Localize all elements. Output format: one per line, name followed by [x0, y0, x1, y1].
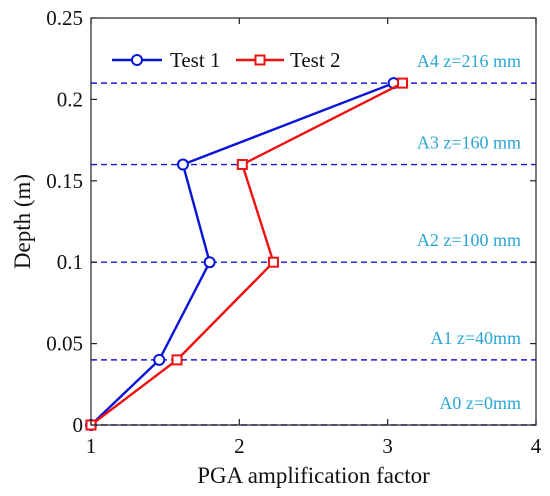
x-tick-label: 4: [531, 434, 542, 458]
axis-ticks: 1 2 3 4 0 0.05 0.1 0.15 0.2 0.25: [46, 6, 542, 458]
x-tick-label: 1: [86, 434, 97, 458]
data-point-test-1: [176, 158, 189, 171]
depth-annotation: A3 z=160 mm: [417, 133, 521, 153]
series-line-test-1: [90, 82, 395, 426]
data-point-test-2: [397, 77, 408, 89]
data-point-test-1: [153, 353, 166, 366]
series-line-test-2: [90, 82, 404, 426]
y-tick-label: 0.2: [57, 87, 83, 111]
y-tick-label: 0: [73, 413, 84, 437]
y-tick-label: 0.25: [46, 6, 83, 30]
data-point-test-2: [267, 256, 279, 268]
legend-label: Test 2: [290, 48, 340, 72]
plot-frame: [90, 17, 537, 426]
y-axis-label: Depth (m): [10, 174, 35, 269]
legend: Test 1 Test 2: [112, 48, 340, 72]
reference-lines: A4 z=216 mm A3 z=160 mm A2 z=100 mm A1 z=40…: [91, 51, 536, 426]
depth-annotation: A0 z=0mm: [439, 393, 521, 413]
legend-marker: [254, 54, 266, 66]
x-axis-label: PGA amplification factor: [197, 463, 430, 488]
legend-marker: [131, 54, 143, 66]
data-point-test-2: [236, 159, 248, 171]
depth-annotation: A2 z=100 mm: [417, 230, 521, 250]
y-tick-label: 0.05: [46, 332, 83, 356]
x-tick-label: 3: [382, 434, 393, 458]
data-point-test-2: [171, 354, 183, 366]
x-tick-label: 2: [234, 434, 245, 458]
y-tick-label: 0.15: [46, 169, 83, 193]
data-point-test-1: [203, 256, 216, 269]
series-layer: [85, 77, 408, 431]
depth-annotation: A4 z=216 mm: [417, 51, 521, 71]
legend-label: Test 1: [170, 48, 220, 72]
y-tick-label: 0.1: [57, 250, 83, 274]
depth-annotation: A1 z=40mm: [430, 328, 521, 348]
